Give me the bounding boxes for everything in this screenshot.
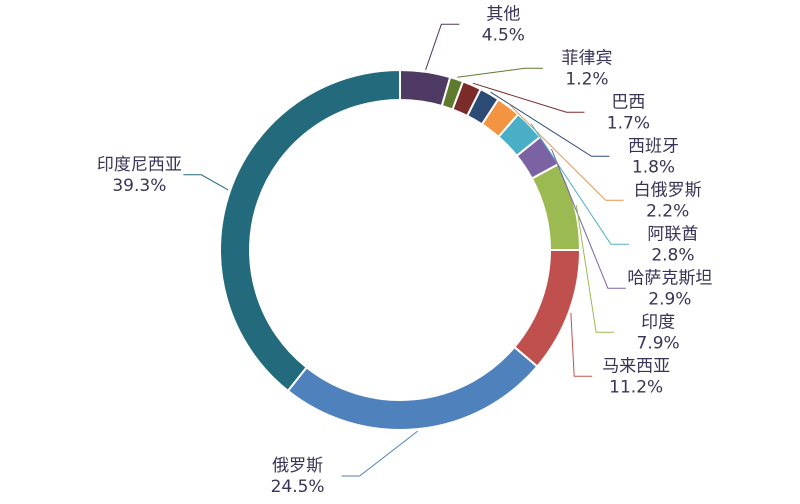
donut-slice xyxy=(286,345,539,431)
leader-line xyxy=(183,174,229,191)
slice-value: 11.2% xyxy=(609,377,663,397)
leader-line xyxy=(575,205,615,333)
leader-line xyxy=(341,430,419,477)
slice-value: 7.9% xyxy=(637,333,680,353)
slice-value: 4.5% xyxy=(482,25,525,45)
slice-value: 1.7% xyxy=(607,113,650,133)
slice-value: 2.2% xyxy=(646,201,689,221)
slice-value: 1.8% xyxy=(632,157,675,177)
slice-label: 巴西 xyxy=(611,92,645,112)
donut-slice xyxy=(219,68,401,393)
slice-label: 西班牙 xyxy=(628,136,679,156)
leader-line xyxy=(457,67,543,78)
slice-value: 1.2% xyxy=(565,69,608,89)
donut-slice xyxy=(512,249,582,368)
leader-line xyxy=(490,91,610,157)
slice-value: 39.3% xyxy=(112,176,166,196)
slice-value: 2.9% xyxy=(648,289,691,309)
slice-label: 印度尼西亚 xyxy=(97,155,182,175)
leader-line xyxy=(551,148,626,289)
leader-line xyxy=(570,312,593,377)
slice-value: 24.5% xyxy=(271,477,325,497)
leader-line xyxy=(472,82,585,113)
donut-slice xyxy=(530,162,582,251)
slice-label: 印度 xyxy=(641,312,675,332)
slice-value: 2.8% xyxy=(651,245,694,265)
slice-label: 菲律宾 xyxy=(561,48,612,68)
leader-line xyxy=(425,23,460,70)
slice-label: 白俄罗斯 xyxy=(634,180,702,200)
leader-line xyxy=(509,104,624,201)
slice-label: 阿联酋 xyxy=(647,224,698,244)
slice-label: 哈萨克斯坦 xyxy=(627,268,712,288)
slice-label: 俄罗斯 xyxy=(272,456,323,476)
slice-label: 其他 xyxy=(486,4,520,24)
slice-label: 马来西亚 xyxy=(602,356,670,376)
